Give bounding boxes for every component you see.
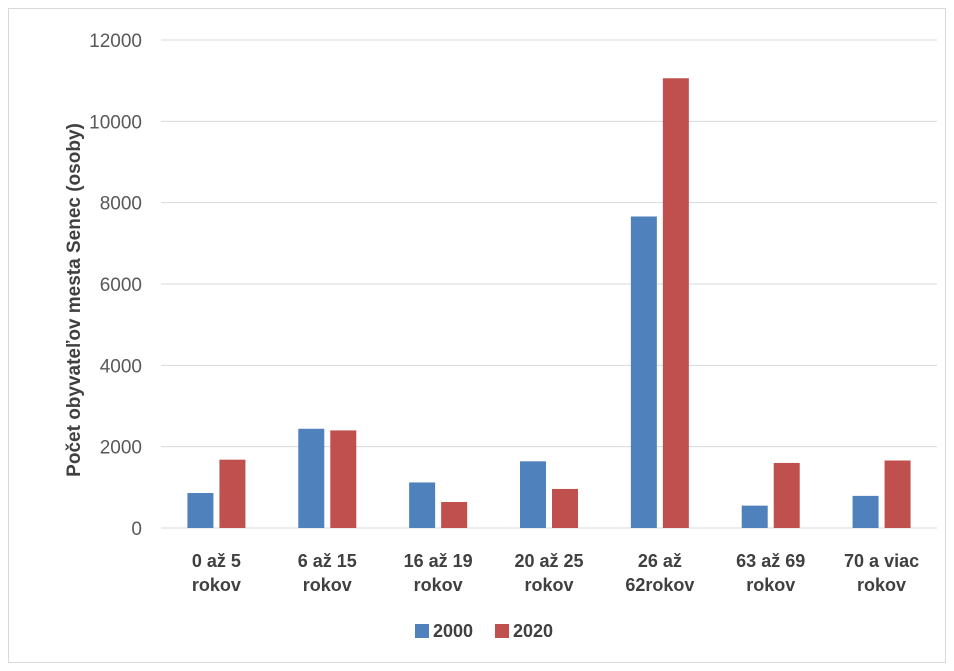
- bar-2000-6: [852, 495, 879, 528]
- chart-frame: 0 2000 4000 6000 8000 10000 12000 0 až 5 rokov 6…: [8, 8, 946, 663]
- bar-2020-6: [884, 460, 911, 528]
- y-tick-label: 10000: [89, 112, 142, 133]
- legend: 2000 2020: [415, 621, 553, 641]
- y-tick-label: 4000: [100, 356, 142, 377]
- x-category-label: 62rokov: [625, 575, 694, 595]
- bar-2020-2: [441, 501, 468, 528]
- gridlines: [161, 39, 937, 529]
- bar-2000-1: [298, 428, 325, 528]
- y-axis-ticks: 0 2000 4000 6000 8000 10000 12000: [89, 31, 142, 540]
- x-category-label: rokov: [857, 575, 906, 595]
- x-category-label: rokov: [414, 575, 463, 595]
- y-axis-title: Počet obyvateľov mesta Senec (osoby): [64, 123, 85, 477]
- bars: [187, 78, 911, 528]
- bar-2000-5: [741, 505, 768, 528]
- y-tick-label: 2000: [100, 438, 142, 459]
- bar-2000-4: [630, 216, 657, 528]
- legend-label: 2000: [433, 621, 473, 641]
- x-category-label: rokov: [192, 575, 241, 595]
- x-category-label: 6 až 15: [298, 551, 357, 571]
- bar-chart: 0 2000 4000 6000 8000 10000 12000 0 až 5 rokov 6…: [64, 31, 937, 641]
- x-category-label: 70 a viac: [844, 551, 919, 571]
- x-category-label: 20 až 25: [514, 551, 583, 571]
- bar-2020-3: [552, 488, 578, 528]
- x-category-label: rokov: [524, 575, 573, 595]
- x-category-label: rokov: [746, 575, 795, 595]
- x-category-label: 26 až: [638, 551, 682, 571]
- legend-swatch-2020: [495, 624, 509, 638]
- bar-2020-0: [219, 459, 246, 528]
- x-category-label: rokov: [303, 575, 352, 595]
- legend-swatch-2000: [415, 624, 429, 638]
- bar-2000-3: [520, 461, 546, 528]
- bar-2000-2: [409, 482, 436, 528]
- bar-2020-5: [773, 462, 800, 528]
- bar-2020-4: [662, 78, 689, 528]
- y-tick-label: 8000: [100, 194, 142, 215]
- x-category-label: 16 až 19: [404, 551, 473, 571]
- bar-2000-0: [187, 493, 214, 528]
- x-axis-categories: 0 až 5 rokov 6 až 15 rokov 16 až 19 rokov 20 a…: [192, 551, 919, 595]
- y-tick-label: 6000: [100, 275, 142, 296]
- legend-label: 2020: [513, 621, 553, 641]
- y-tick-label: 0: [131, 519, 142, 540]
- bar-2020-1: [330, 430, 357, 528]
- x-category-label: 63 až 69: [736, 551, 805, 571]
- y-tick-label: 12000: [89, 31, 142, 52]
- x-category-label: 0 až 5: [192, 551, 241, 571]
